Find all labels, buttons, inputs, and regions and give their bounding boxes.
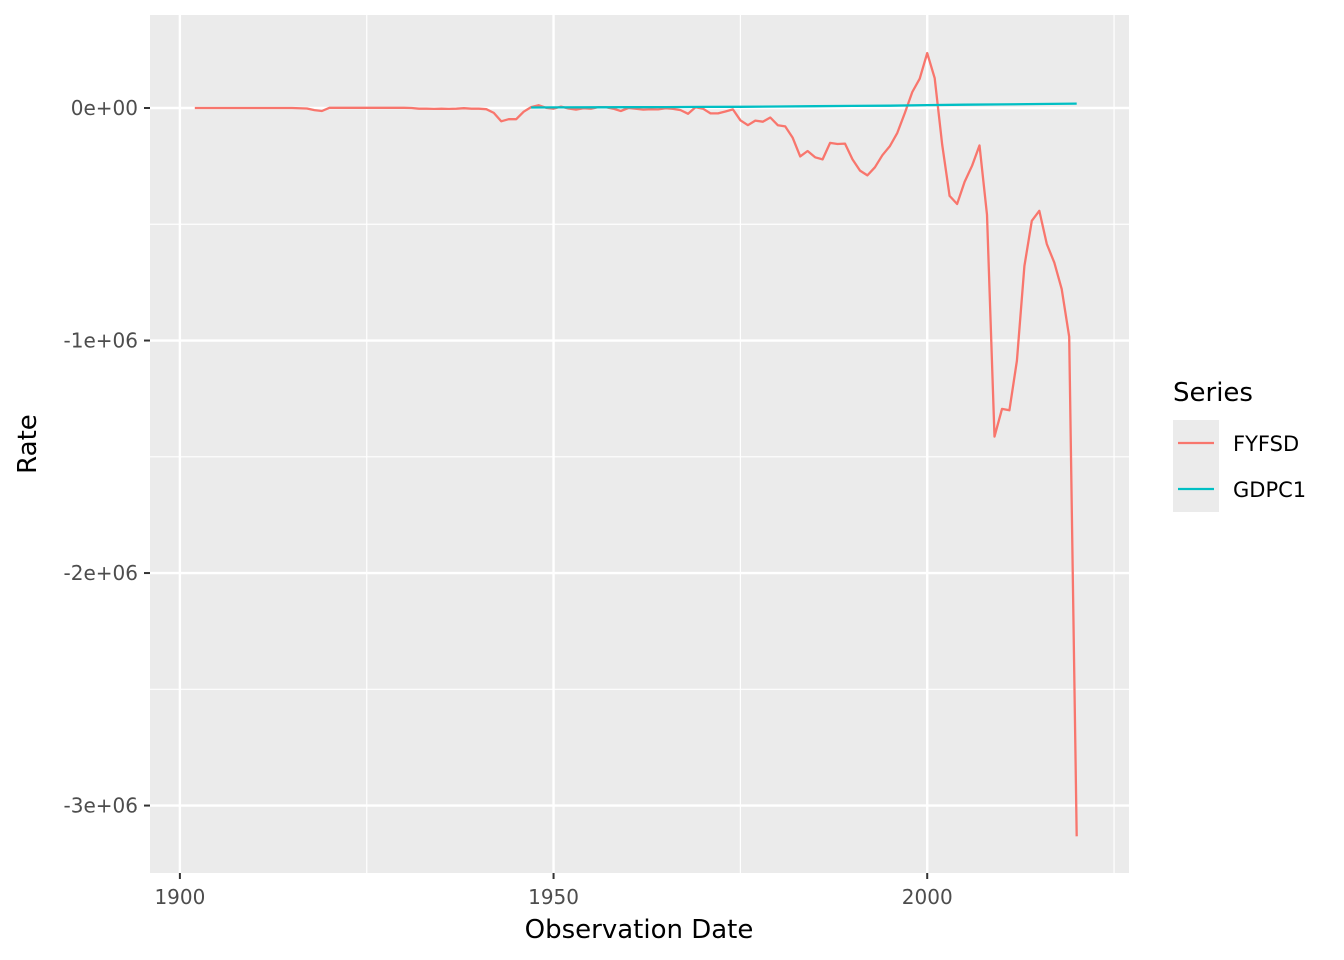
y-tick-label: -3e+06 bbox=[64, 794, 138, 818]
legend-title: Series bbox=[1173, 378, 1253, 408]
series-line-gdpc1 bbox=[531, 102, 1077, 109]
series-line-fyfsd bbox=[194, 51, 1078, 837]
major-gridlines bbox=[150, 15, 1129, 873]
series-layer bbox=[194, 51, 1078, 837]
minor-gridlines bbox=[150, 15, 1129, 873]
legend-label-gdpc1: GDPC1 bbox=[1233, 478, 1306, 502]
x-axis-title: Observation Date bbox=[525, 915, 754, 945]
x-tick-label: 1900 bbox=[154, 885, 205, 909]
y-tick-label: -2e+06 bbox=[64, 561, 138, 585]
plot-panel bbox=[150, 15, 1129, 873]
x-axis: 1900 1950 2000 bbox=[154, 873, 953, 909]
x-tick-label: 2000 bbox=[902, 885, 953, 909]
y-tick-label: 0e+00 bbox=[71, 96, 138, 120]
y-tick-label: -1e+06 bbox=[64, 329, 138, 353]
legend: Series FYFSD GDPC1 bbox=[1173, 378, 1306, 512]
x-tick-label: 1950 bbox=[528, 885, 579, 909]
legend-items: FYFSD GDPC1 bbox=[1173, 420, 1306, 512]
legend-label-fyfsd: FYFSD bbox=[1233, 432, 1299, 456]
y-axis-title: Rate bbox=[13, 414, 43, 474]
y-axis: 0e+00 -1e+06 -2e+06 -3e+06 bbox=[64, 96, 150, 818]
